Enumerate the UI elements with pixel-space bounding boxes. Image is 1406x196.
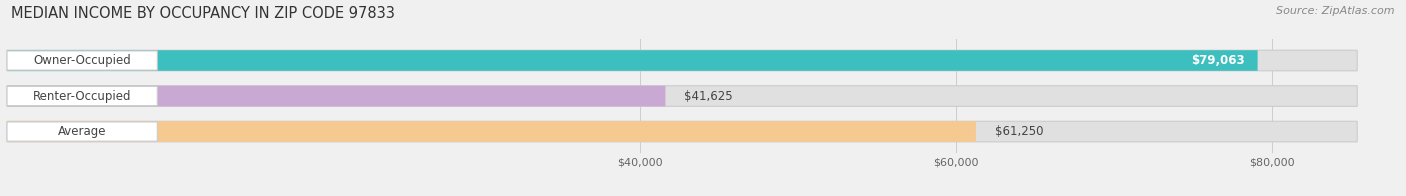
Text: $79,063: $79,063 [1191, 54, 1244, 67]
Text: MEDIAN INCOME BY OCCUPANCY IN ZIP CODE 97833: MEDIAN INCOME BY OCCUPANCY IN ZIP CODE 9… [11, 6, 395, 21]
FancyBboxPatch shape [7, 86, 1357, 106]
Text: $41,625: $41,625 [685, 90, 733, 103]
Text: Source: ZipAtlas.com: Source: ZipAtlas.com [1277, 6, 1395, 16]
Text: Average: Average [58, 125, 107, 138]
FancyBboxPatch shape [7, 50, 1357, 71]
Text: Owner-Occupied: Owner-Occupied [34, 54, 131, 67]
FancyBboxPatch shape [7, 121, 976, 142]
FancyBboxPatch shape [7, 86, 665, 106]
Text: $61,250: $61,250 [995, 125, 1043, 138]
FancyBboxPatch shape [7, 51, 157, 70]
Text: Renter-Occupied: Renter-Occupied [32, 90, 131, 103]
FancyBboxPatch shape [7, 121, 1357, 142]
FancyBboxPatch shape [7, 122, 157, 141]
FancyBboxPatch shape [7, 50, 1257, 71]
FancyBboxPatch shape [7, 86, 157, 106]
